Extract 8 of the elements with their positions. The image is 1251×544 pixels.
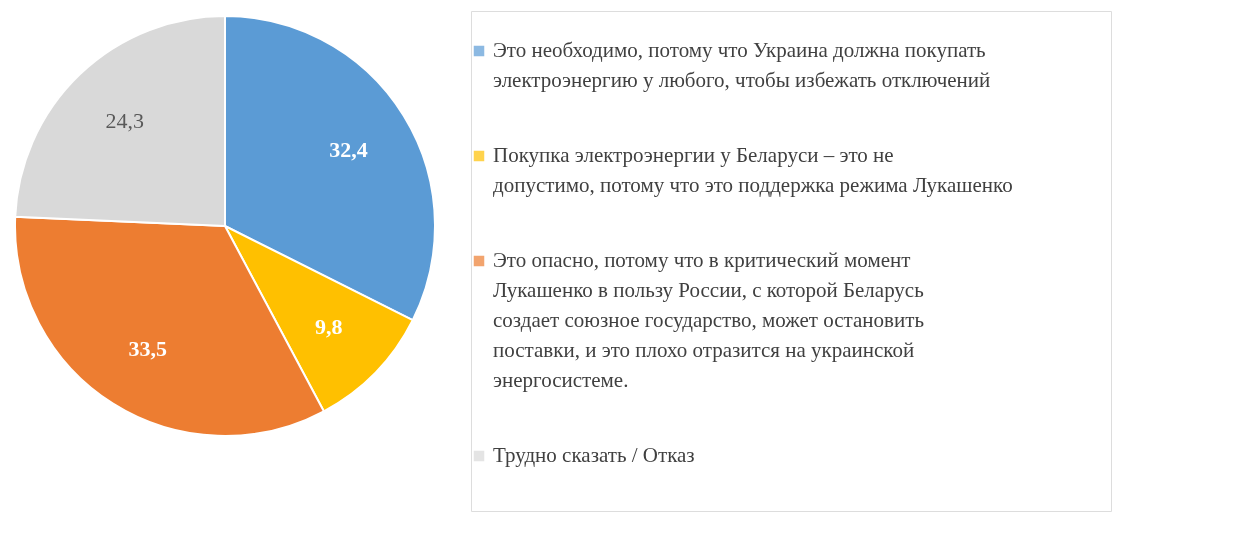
legend-label: Это необходимо, потому что Украина должна покупать электроэнергию у любого, чтобы избежать отключений (493, 38, 991, 92)
data-label: 9,8 (315, 314, 343, 340)
data-label: 33,5 (128, 335, 167, 361)
legend-label: Покупка электроэнергии у Беларуси – это не допустимо, потому что это поддержка режима Лукашенко (493, 143, 1013, 197)
legend-label: Трудно сказать / Отказ (493, 443, 695, 467)
legend-label: Это опасно, потому что в критический момент Лукашенко в пользу России, с которой Беларусь создает союзное государство, может остановить поставки, и это плохо отразится на украинской энергосистеме. (493, 248, 924, 392)
data-label: 24,3 (105, 108, 144, 134)
data-label: 32,4 (329, 136, 368, 162)
